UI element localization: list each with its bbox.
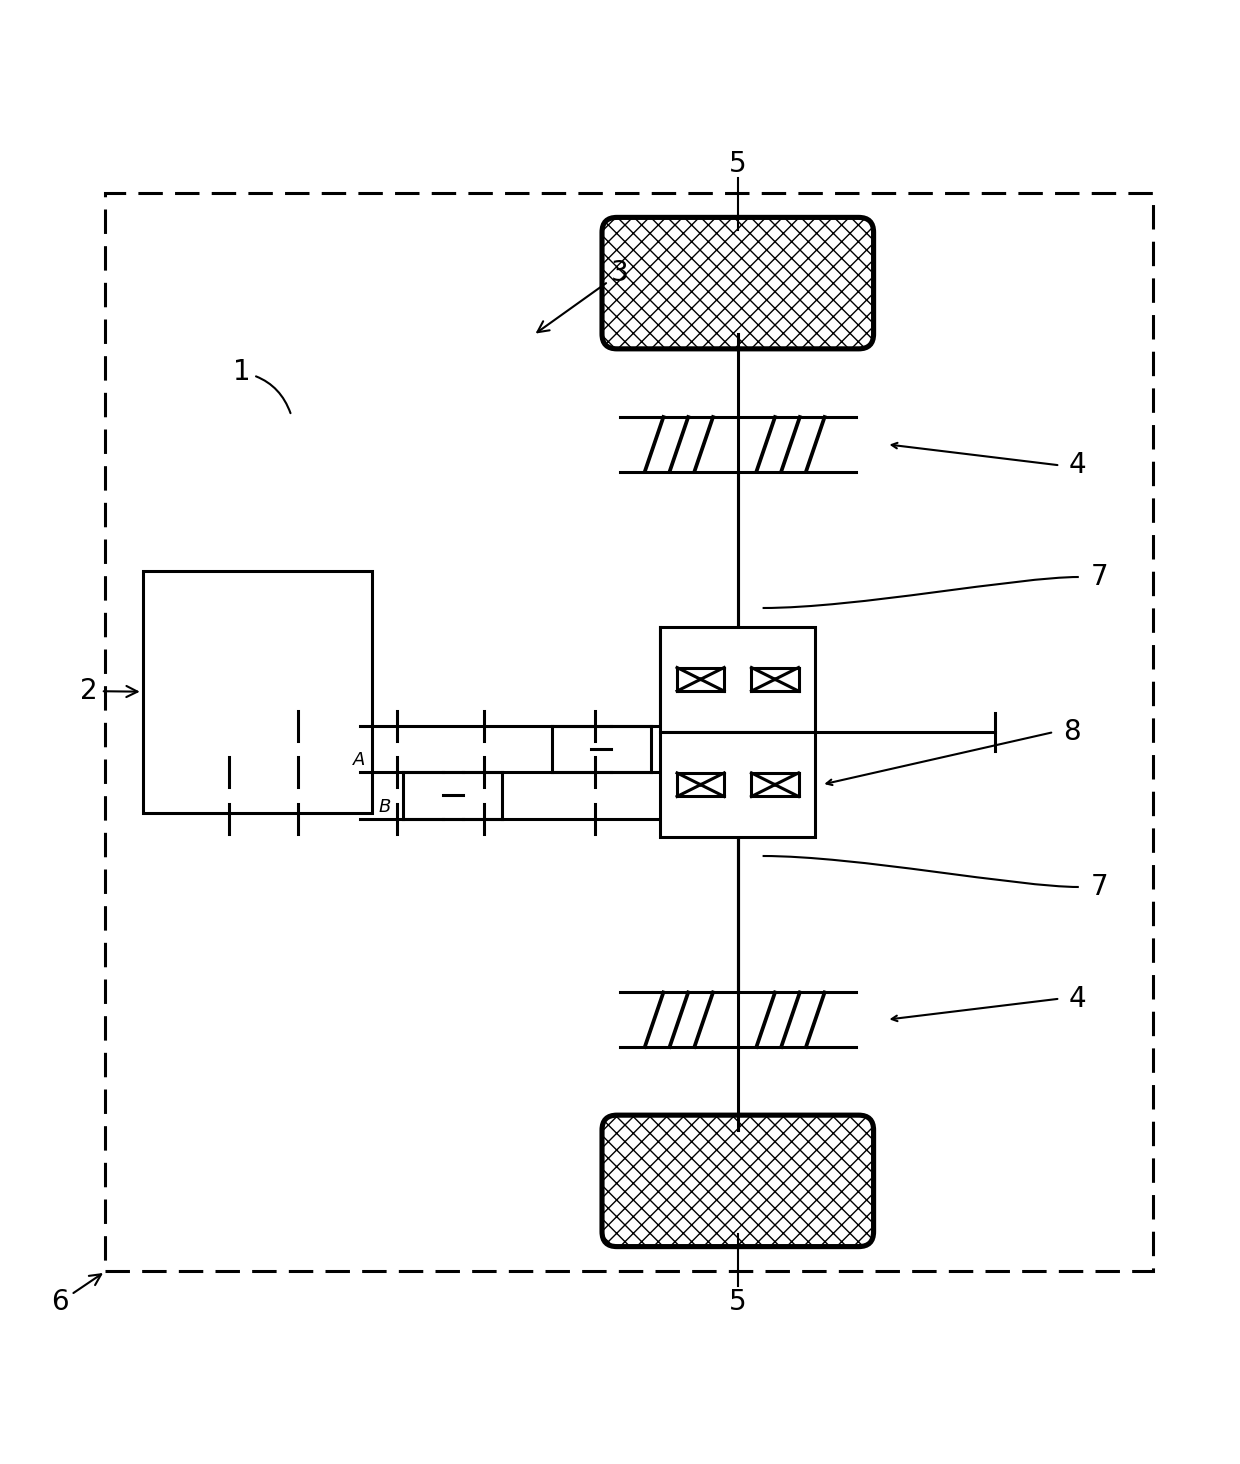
Bar	[660, 627, 816, 732]
Bar	[105, 193, 1153, 1271]
Bar	[660, 732, 816, 837]
Text: 6: 6	[51, 1274, 102, 1316]
Text: 7: 7	[1091, 564, 1109, 591]
Text: 4: 4	[1069, 985, 1086, 1013]
Text: 3: 3	[537, 259, 629, 332]
Text: 4: 4	[1069, 451, 1086, 479]
Text: A: A	[353, 751, 366, 769]
Text: 1: 1	[233, 359, 290, 413]
Text: 5: 5	[729, 1288, 746, 1316]
Text: 5: 5	[729, 151, 746, 179]
Text: B: B	[378, 798, 391, 817]
Text: 7: 7	[1091, 873, 1109, 900]
Bar	[143, 571, 372, 813]
Text: 2: 2	[81, 676, 138, 706]
Text: 8: 8	[1063, 717, 1080, 747]
